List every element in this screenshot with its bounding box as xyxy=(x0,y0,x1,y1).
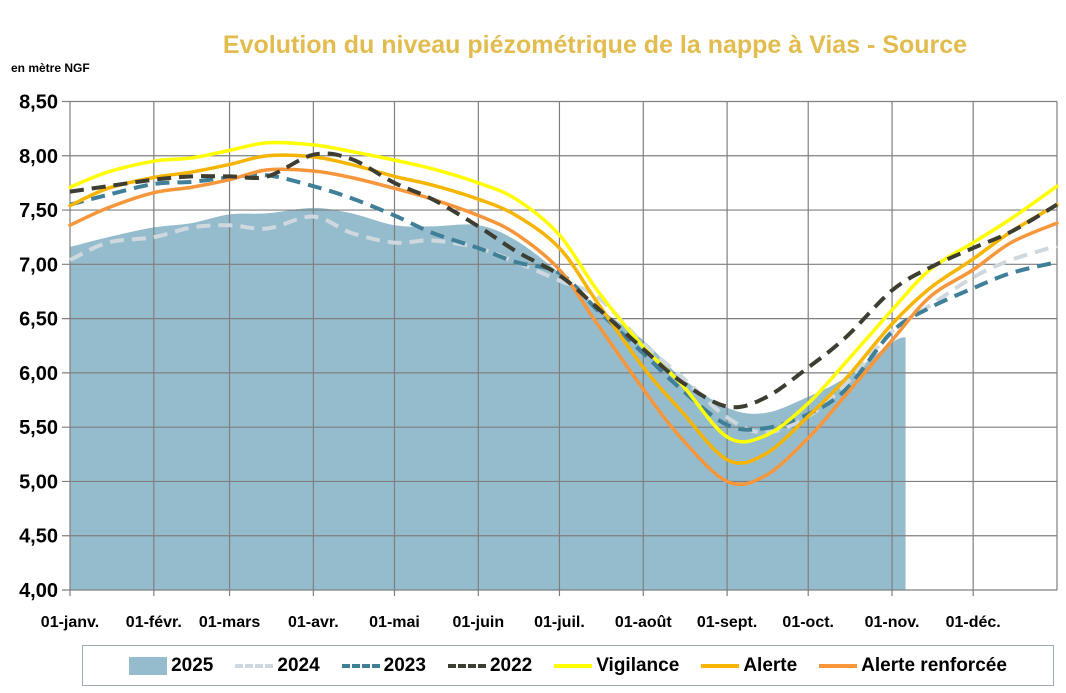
y-tick-label: 6,00 xyxy=(19,363,58,385)
legend-item: 2023 xyxy=(341,654,426,677)
series-2025-area xyxy=(70,207,906,590)
series-line-2024 xyxy=(69,214,1058,435)
x-tick-label: 01-avr. xyxy=(288,614,339,631)
legend-item: Alerte renforcée xyxy=(819,655,1007,677)
legend-swatch-icon xyxy=(447,663,486,668)
y-tick-label: 6,50 xyxy=(19,309,58,331)
legend-swatch-icon xyxy=(129,656,168,675)
legend-item: 2024 xyxy=(235,654,320,677)
legend-item: Vigilance xyxy=(554,655,679,677)
legend: 2025 2024 2023 2022 Vigilance Alerte Alerte re… xyxy=(82,645,1054,686)
x-tick-label: 01-mars xyxy=(199,614,260,631)
series-line-vigilance xyxy=(68,140,1059,444)
x-tick-label: 01-janv. xyxy=(41,614,99,631)
chart-plot: 4,00 4,50 5,00 5,50 6,00 6,50 7,00 7,50 8,00 8,50… xyxy=(19,92,1059,631)
legend-label: 2023 xyxy=(383,654,426,676)
legend-swatch-icon xyxy=(554,663,593,668)
y-tick-label: 5,00 xyxy=(19,471,58,493)
legend-label: 2024 xyxy=(277,654,320,676)
legend-swatch-icon xyxy=(819,663,858,668)
chart-title: Evolution du niveau piézométrique de la … xyxy=(222,31,968,59)
x-tick-label: 01-juil. xyxy=(534,614,585,631)
y-tick-label: 8,00 xyxy=(19,146,58,168)
legend-swatch-icon xyxy=(341,663,380,668)
x-tick-label: 01-mai xyxy=(369,614,420,631)
legend-label: Alerte renforcée xyxy=(861,654,1007,676)
legend-swatch-icon xyxy=(701,663,740,668)
y-tick-label: 4,50 xyxy=(19,526,58,548)
y-tick-label: 7,50 xyxy=(19,200,58,222)
y-axis-label: en mètre NGF xyxy=(11,61,90,75)
x-tick-label: 01-déc. xyxy=(946,614,1001,631)
y-tick-label: 8,50 xyxy=(19,92,58,114)
legend-item: 2022 xyxy=(447,654,533,677)
legend-label: 2022 xyxy=(489,654,533,676)
series-line-alerte xyxy=(68,153,1059,465)
x-tick-label: 01-juin xyxy=(453,614,505,631)
legend-item: 2025 xyxy=(129,655,213,677)
x-tick-label: 01-août xyxy=(615,614,673,631)
x-tick-label: 01-sept. xyxy=(697,614,757,631)
legend-label: Alerte xyxy=(743,654,798,676)
y-tick-label: 5,50 xyxy=(19,417,58,439)
legend-swatch-icon xyxy=(235,663,274,668)
legend-label: Vigilance xyxy=(596,654,680,676)
legend-label: 2025 xyxy=(171,654,214,676)
x-tick-label: 01-oct. xyxy=(782,614,834,631)
y-tick-label: 7,00 xyxy=(19,254,58,276)
legend-item: Alerte xyxy=(701,655,797,677)
series-line-alerte-renforcee xyxy=(68,167,1059,487)
y-tick-label: 4,00 xyxy=(19,580,58,602)
x-tick-label: 01-févr. xyxy=(126,614,182,631)
x-tick-label: 01-nov. xyxy=(865,614,920,631)
series-line-2022 xyxy=(69,151,1059,410)
